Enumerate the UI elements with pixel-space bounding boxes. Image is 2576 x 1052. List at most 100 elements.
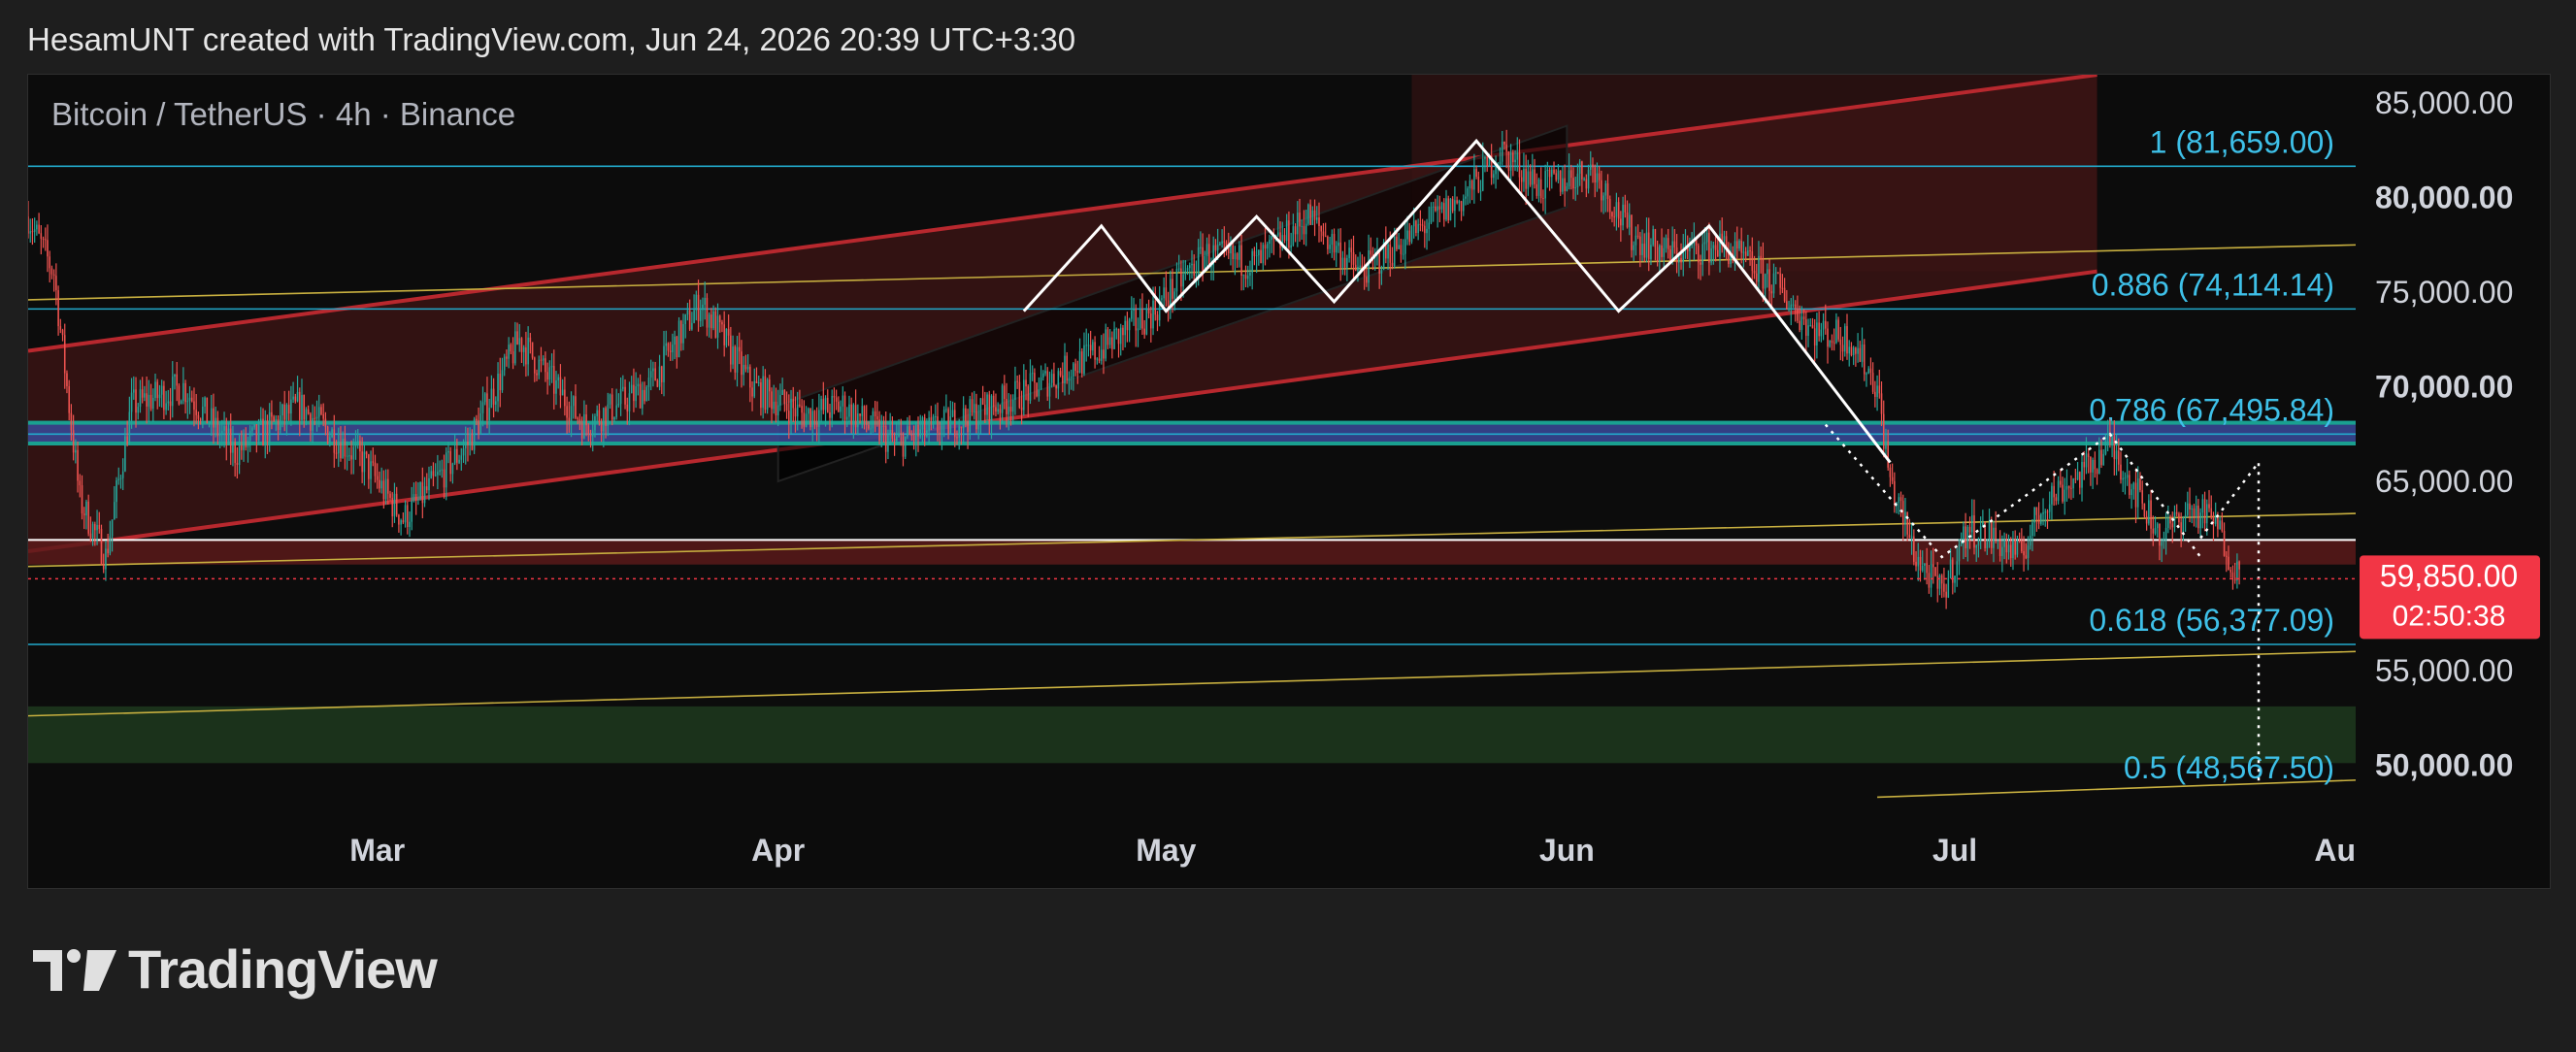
candle-body (337, 443, 340, 454)
candle-body (928, 417, 930, 431)
candle-body (1338, 242, 1339, 247)
candle-body (965, 408, 967, 421)
candle-body (1809, 325, 1812, 327)
candle-body (139, 389, 142, 408)
candle-body (934, 416, 937, 418)
candle-body (842, 395, 844, 407)
candle-body (633, 384, 635, 402)
candle-body (352, 446, 355, 460)
candle-body (762, 376, 764, 409)
candle-body (1867, 368, 1869, 374)
candle-body (1721, 233, 1723, 241)
candle-body (775, 401, 777, 416)
candle-body (315, 416, 318, 419)
candle-body (1313, 210, 1316, 220)
candle-body (1723, 236, 1726, 241)
candle-body (87, 501, 89, 534)
candle-body (865, 421, 868, 425)
candle-body (1163, 287, 1165, 299)
candle-body (111, 519, 114, 537)
candle-body (1036, 382, 1038, 397)
candle-body (2208, 504, 2210, 509)
candle-body (2064, 489, 2066, 502)
candle-body (1654, 229, 1657, 247)
candle-body (764, 376, 767, 411)
candle-body (1749, 250, 1751, 252)
candle-body (453, 448, 456, 464)
candle-body (884, 425, 887, 452)
candle-body (2163, 539, 2165, 542)
candle-body (1564, 178, 1566, 191)
candle-body (130, 392, 133, 412)
candle-body (1596, 173, 1599, 183)
candle-body (2219, 520, 2221, 530)
candle-body (1682, 247, 1685, 263)
candle-body (190, 397, 193, 402)
candle-body (1938, 575, 1941, 589)
candle-body (2021, 541, 2023, 551)
candle-body (635, 386, 637, 402)
candle-body (1348, 247, 1350, 258)
candle-body (882, 425, 885, 427)
candle-body (771, 391, 773, 410)
candle-body (644, 389, 645, 402)
candle-body (755, 380, 758, 383)
candle-body (204, 397, 206, 407)
candle-body (2150, 500, 2152, 529)
candle-body (1913, 536, 1915, 562)
candle-body (2115, 450, 2118, 460)
candle-body (1100, 349, 1103, 361)
candle-body (962, 408, 965, 429)
candle-body (1850, 346, 1853, 355)
price-chart[interactable]: 1 (81,659.00) 0.886 (74,114.14) 0.786 (67,… (28, 75, 2550, 888)
candle-body (2182, 517, 2185, 534)
candle-body (1921, 565, 1924, 571)
candle-body (2233, 577, 2236, 581)
candle-body (1333, 234, 1336, 253)
candle-body (245, 434, 248, 447)
candle-body (649, 371, 652, 378)
candle-body (2081, 461, 2083, 488)
candle-body (215, 417, 216, 428)
candle-body (695, 294, 698, 311)
candle-body (1998, 539, 2001, 556)
candle-body (1152, 300, 1154, 329)
candle-body (391, 497, 394, 517)
candle-body (744, 364, 747, 370)
chart-panel[interactable]: Bitcoin / TetherUS · 4h · Binance 1 (81,… (27, 74, 2551, 889)
candle-body (1122, 327, 1124, 336)
candle-body (171, 377, 174, 407)
candle-body (2005, 540, 2008, 553)
candle-body (845, 416, 848, 420)
candle-body (522, 346, 525, 352)
candle-body (854, 405, 857, 428)
candle-body (1465, 196, 1467, 199)
candle-body (1297, 213, 1299, 235)
candle-body (2129, 475, 2130, 496)
candle-body (1477, 177, 1480, 192)
candle-body (2226, 555, 2228, 557)
candle-body (1539, 179, 1542, 199)
candle-body (2102, 453, 2104, 466)
candle-body (1880, 393, 1883, 414)
candle-body (1493, 174, 1495, 179)
candle-body (1656, 247, 1659, 262)
candle-body (1393, 236, 1396, 267)
candle-body (818, 410, 820, 427)
candle-body (234, 442, 236, 464)
candle-body (2087, 453, 2090, 457)
candle-body (213, 408, 215, 428)
candle-body (510, 345, 512, 352)
candle-body (2055, 497, 2058, 502)
candle-body (2100, 449, 2102, 466)
candle-body (1945, 591, 1947, 598)
candle-body (1695, 238, 1698, 246)
candle-body (1044, 371, 1046, 374)
candle-body (1018, 381, 1021, 408)
candle-body (320, 407, 322, 414)
candle-body (736, 346, 739, 373)
candle-body (796, 404, 799, 417)
candle-body (1292, 226, 1295, 246)
candle-body (776, 405, 779, 416)
candle-body (1639, 236, 1641, 255)
